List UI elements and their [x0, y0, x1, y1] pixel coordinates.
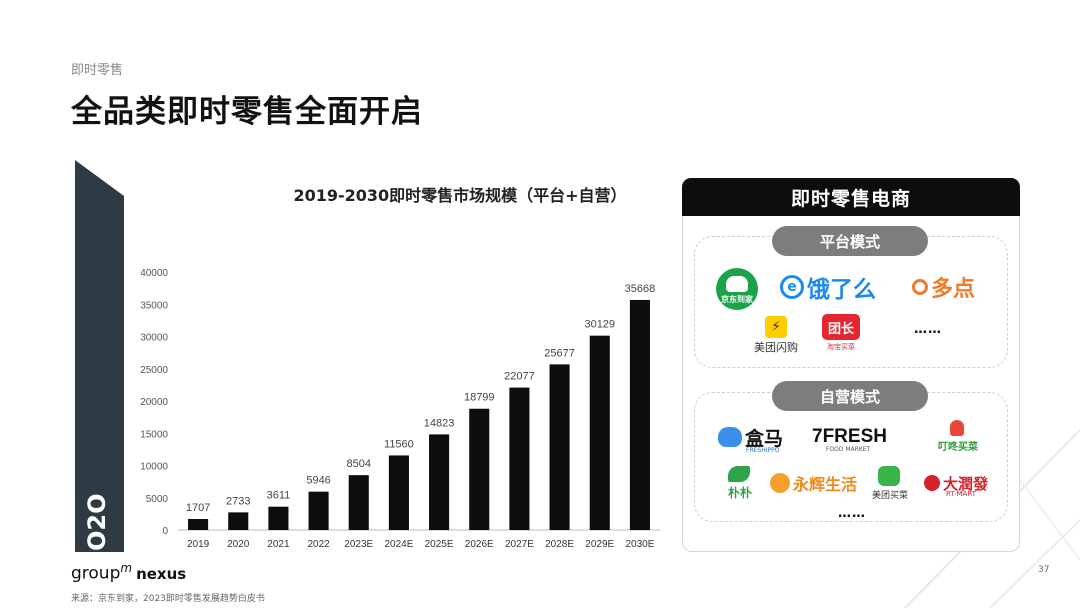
- bar: [509, 387, 530, 530]
- source-note: 来源：京东到家，2023即时零售发展趋势白皮书: [71, 594, 265, 604]
- rtmart-logo-text: 大潤發: [943, 474, 989, 493]
- data-label: 8504: [347, 458, 371, 470]
- platform-mode-pill: 平台模式: [772, 226, 928, 256]
- data-label: 30129: [584, 319, 615, 331]
- yonghui-circle-icon: [770, 473, 790, 493]
- self-operated-group: [694, 392, 1008, 522]
- sevenfresh-logo: 7FRESH: [812, 426, 887, 447]
- y-tick-label: 0: [162, 526, 168, 537]
- meituan-shangou-text: 美团闪购: [754, 341, 798, 354]
- o2o-label: O2O: [83, 493, 111, 551]
- market-size-bar-chart: 0 5000 10000 15000 20000 25000 30000 35000 40000…: [140, 268, 660, 550]
- eleme-e-icon: e: [780, 275, 804, 299]
- bar: [429, 434, 450, 530]
- brand-group-text: group: [71, 563, 121, 584]
- lightning-icon: ⚡: [765, 316, 787, 338]
- data-label: 14823: [424, 417, 455, 429]
- bar: [308, 491, 329, 530]
- data-label: 18799: [464, 392, 495, 404]
- duodian-drop-icon: [912, 279, 928, 295]
- eleme-logo-text: 饿了么: [807, 277, 876, 303]
- duodian-logo-text: 多点: [931, 277, 976, 302]
- x-tick-label: 2021: [267, 539, 290, 550]
- data-label: 2733: [226, 495, 250, 507]
- data-label: 11560: [384, 438, 414, 450]
- y-tick-label: 15000: [140, 429, 168, 440]
- hema-logo-text: 盒马: [745, 427, 784, 450]
- tuanzhang-logo: 团长: [822, 314, 860, 340]
- hema-sub-text: FRESHIPPO: [746, 447, 780, 454]
- x-tick-label: 2030E: [625, 539, 654, 550]
- self-more: ……: [838, 506, 866, 521]
- x-tick-label: 2025E: [425, 539, 454, 550]
- x-tick-label: 2028E: [545, 539, 574, 550]
- bar: [188, 518, 209, 530]
- bar: [228, 512, 249, 530]
- bar: [469, 408, 490, 530]
- x-tick-label: 2029E: [585, 539, 614, 550]
- bar: [268, 506, 289, 530]
- brand-m-text: m: [120, 561, 133, 575]
- meituan-maicai-icon: [878, 466, 900, 486]
- data-label: 3611: [267, 490, 291, 502]
- y-tick-label: 10000: [140, 462, 168, 473]
- x-tick-label: 2024E: [384, 539, 413, 550]
- hema-logo: 盒马: [718, 425, 784, 450]
- dog-icon: [726, 275, 748, 292]
- section-label: 即时零售: [71, 63, 124, 78]
- x-tick-label: 2022: [307, 539, 330, 550]
- brand-nexus-text: nexus: [136, 564, 187, 583]
- bar: [549, 364, 570, 530]
- duodian-logo: 多点: [912, 272, 975, 302]
- groupm-nexus-logo: groupm nexus: [71, 561, 186, 584]
- dingdong-carrot-icon: [950, 420, 964, 436]
- yonghui-logo: 永辉生活: [770, 470, 857, 496]
- self-mode-pill: 自营模式: [772, 381, 928, 411]
- y-tick-label: 25000: [140, 365, 168, 376]
- data-label: 5946: [306, 475, 330, 487]
- x-tick-label: 2020: [227, 539, 250, 550]
- bar: [348, 475, 369, 530]
- sevenfresh-sub-text: FOOD MARKET: [826, 446, 871, 453]
- chart-title: 2019-2030即时零售市场规模（平台+自营）: [293, 186, 627, 205]
- data-label: 25677: [544, 347, 575, 359]
- rtmart-sub-text: RT-MART: [946, 490, 976, 498]
- panel-title: 即时零售电商: [682, 178, 1020, 216]
- y-tick-label: 5000: [146, 494, 169, 505]
- jddj-logo-text: 京东到家: [721, 294, 753, 304]
- bar: [629, 299, 650, 530]
- yonghui-logo-text: 永辉生活: [793, 475, 858, 494]
- pupu-text: 朴朴: [727, 486, 752, 500]
- x-tick-label: 2026E: [465, 539, 494, 550]
- rtmart-bird-icon: [924, 475, 940, 491]
- data-label: 22077: [504, 371, 535, 383]
- meituan-maicai-text: 美团买菜: [871, 491, 908, 501]
- eleme-logo: e 饿了么: [780, 272, 876, 303]
- pupu-leaf-icon: [728, 466, 750, 482]
- o2o-banner: [75, 160, 124, 552]
- data-label: 1707: [186, 502, 210, 514]
- bar: [388, 455, 409, 530]
- data-label: 35668: [625, 283, 656, 295]
- x-tick-label: 2019: [187, 539, 210, 550]
- y-tick-label: 35000: [140, 300, 168, 311]
- x-tick-label: 2023E: [344, 539, 373, 550]
- x-tick-label: 2027E: [505, 539, 534, 550]
- platform-more: ……: [914, 322, 942, 337]
- page-number: 37: [1038, 565, 1050, 575]
- rtmart-logo: 大潤發: [924, 472, 988, 494]
- tuanzhang-sub-text: 淘宝买菜: [827, 343, 855, 351]
- y-tick-label: 40000: [140, 268, 168, 279]
- jddj-logo: 京东到家: [716, 268, 758, 310]
- dingdong-text: 叮咚买菜: [938, 442, 978, 453]
- y-tick-label: 20000: [140, 397, 168, 408]
- hema-hippo-icon: [718, 427, 742, 447]
- page-title: 全品类即时零售全面开启: [71, 94, 423, 130]
- y-tick-label: 30000: [140, 333, 168, 344]
- bar: [589, 335, 610, 530]
